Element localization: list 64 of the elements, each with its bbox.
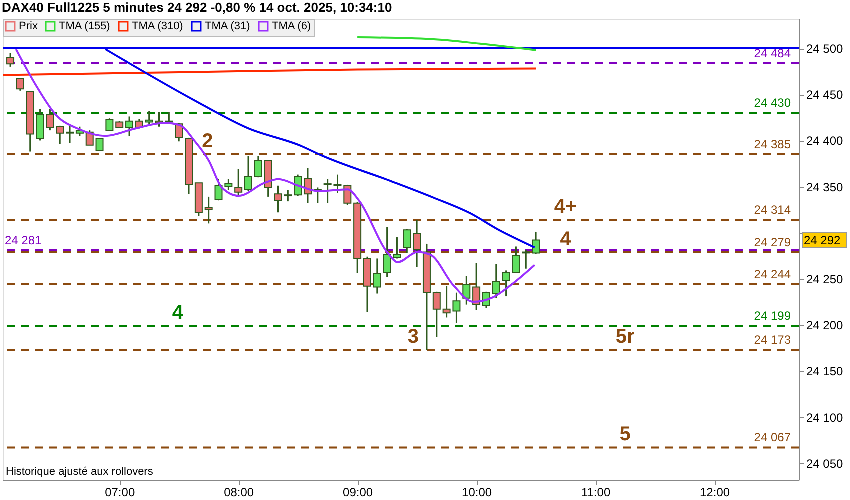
candlestick xyxy=(234,168,243,197)
annotation: Historique ajusté aux rollovers xyxy=(6,466,154,478)
candlestick xyxy=(373,258,382,295)
candlestick xyxy=(432,291,441,338)
candlestick xyxy=(532,231,540,255)
candlestick xyxy=(6,52,15,68)
candlestick xyxy=(204,196,213,224)
legend-label: Prix xyxy=(19,20,38,33)
text: 24 292 xyxy=(804,233,841,248)
legend-label: TMA (310) xyxy=(132,20,184,33)
y-tick-label: 24 450 xyxy=(806,88,844,102)
x-tick-label: 11:00 xyxy=(581,486,611,500)
candlestick xyxy=(16,77,24,92)
ref-line-label: 24 067 xyxy=(754,430,792,445)
candlestick xyxy=(56,125,64,146)
y-tick-label: 24 400 xyxy=(806,134,844,148)
x-tick-label: 10:00 xyxy=(462,486,492,500)
y-tick-label: 24 500 xyxy=(806,42,844,56)
y-tick-label: 24 100 xyxy=(806,410,844,425)
ref-line-label: 24 281 xyxy=(5,233,42,248)
y-tick-label: 24 350 xyxy=(806,180,844,194)
candlestick xyxy=(472,262,481,312)
x-tick-label: 07:00 xyxy=(105,486,136,500)
candlestick xyxy=(492,264,500,300)
annotation: 4 xyxy=(172,302,184,324)
annotation: 4 xyxy=(560,228,572,250)
ref-line-label: 24 314 xyxy=(754,202,792,217)
candlestick xyxy=(254,156,262,178)
ref-line-label: 24 385 xyxy=(754,138,792,152)
ref-line-label: 24 430 xyxy=(754,96,792,110)
candlestick xyxy=(244,156,252,192)
legend-label: TMA (155) xyxy=(59,20,110,33)
ref-line-label: 24 279 xyxy=(754,235,792,250)
candlestick xyxy=(106,118,114,132)
candlestick xyxy=(96,138,104,152)
ref-line-label: 24 244 xyxy=(754,268,792,282)
x-tick-label: 08:00 xyxy=(224,486,254,500)
ref-line-label: 24 199 xyxy=(754,309,792,324)
legend-label: TMA (31) xyxy=(205,20,250,33)
ref-line-label: 24 173 xyxy=(754,333,792,347)
annotation: 5 xyxy=(620,424,631,446)
legend-label: TMA (6) xyxy=(272,20,312,33)
annotation: 5r xyxy=(616,326,635,348)
annotation: 3 xyxy=(408,326,420,348)
candlestick xyxy=(403,228,412,254)
y-tick-label: 24 050 xyxy=(806,456,844,471)
y-tick-label: 24 200 xyxy=(806,318,844,333)
candlestick xyxy=(284,190,292,202)
candlestick xyxy=(66,125,74,144)
annotation: 4+ xyxy=(554,196,578,218)
y-tick-label: 24 150 xyxy=(806,364,844,379)
ref-line-label: 24 484 xyxy=(754,46,792,60)
candlestick xyxy=(462,275,471,306)
annotation: 2 xyxy=(202,130,214,153)
line-series xyxy=(356,36,538,52)
candlestick xyxy=(126,116,134,137)
candlestick xyxy=(145,110,154,126)
x-tick-label: 12:00 xyxy=(700,486,730,500)
candlestick xyxy=(274,185,282,214)
chart-title: DAX40 Full1225 5 minutes 24 292 -0,80 % 14 oct. 2025, 10:34:10 xyxy=(2,0,392,15)
y-tick-label: 24 250 xyxy=(806,272,844,287)
x-tick-label: 09:00 xyxy=(343,486,374,500)
line-series xyxy=(2,68,538,76)
candlestick xyxy=(413,219,422,268)
